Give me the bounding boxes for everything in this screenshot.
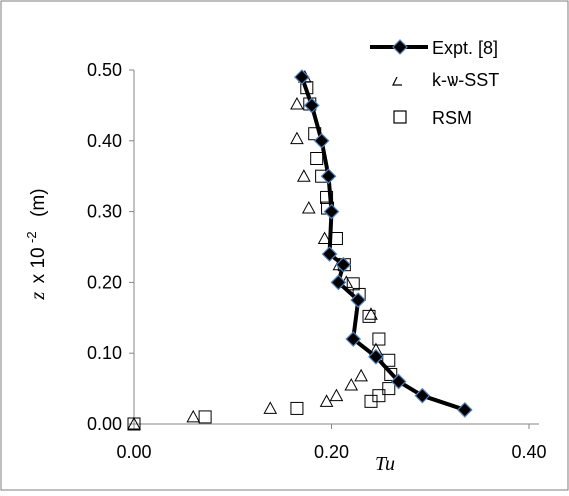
expt-point bbox=[321, 246, 338, 262]
y-tick-label: 0.30 bbox=[87, 202, 122, 222]
rsm-point bbox=[127, 417, 141, 431]
expt-point bbox=[320, 168, 337, 185]
expt-point bbox=[350, 292, 367, 308]
legend-label-rsm: RSM bbox=[432, 108, 472, 128]
k-omega-sst-point bbox=[354, 368, 368, 382]
y-axis-ticks: 0.00 0.10 0.20 0.30 0.40 0.50 bbox=[87, 60, 134, 434]
expt-point bbox=[294, 69, 310, 85]
k-omega-sst-point bbox=[301, 201, 316, 214]
axes: 0.00 0.20 0.40 0.00 0.10 0.20 0.30 0.40 0.50 bbox=[87, 60, 547, 462]
rsm-point bbox=[346, 277, 360, 291]
y-axis-title-multiplier: x 10 bbox=[28, 247, 49, 283]
svg-text:z x 10 -2: z x 10 -2 (m) bbox=[23, 188, 49, 300]
k-omega-sst-point bbox=[263, 401, 278, 414]
expt-point bbox=[456, 401, 473, 418]
y-tick-label: 0.00 bbox=[87, 414, 122, 434]
expt-point bbox=[345, 331, 362, 347]
rsm-point bbox=[310, 152, 324, 165]
rsm-point bbox=[290, 401, 304, 415]
legend: Expt. [8] k-ѡ-SST RSM bbox=[370, 38, 499, 128]
legend-item-k-omega-sst: k-ѡ-SST bbox=[392, 70, 499, 90]
legend-item-expt: Expt. [8] bbox=[370, 38, 498, 58]
x-tick-label: 0.20 bbox=[314, 442, 349, 462]
legend-item-rsm: RSM bbox=[393, 108, 472, 128]
k-omega-sst-point bbox=[329, 388, 344, 402]
k-omega-sst-point bbox=[290, 131, 304, 145]
legend-label-expt: Expt. [8] bbox=[432, 38, 498, 58]
x-axis-ticks: 0.00 0.20 0.40 bbox=[116, 424, 547, 462]
series-expt bbox=[294, 69, 473, 418]
expt-point bbox=[313, 132, 330, 149]
k-omega-sst-point bbox=[317, 231, 332, 245]
legend-label-k-omega-sst: k-ѡ-SST bbox=[432, 70, 499, 90]
x-tick-label: 0.40 bbox=[511, 442, 546, 462]
k-omega-sst-point bbox=[186, 409, 201, 423]
rsm-point bbox=[198, 410, 212, 424]
expt-point bbox=[330, 274, 347, 291]
y-tick-label: 0.40 bbox=[87, 131, 122, 151]
legend-marker-k-omega-sst bbox=[392, 76, 402, 86]
y-axis-title-variable: z bbox=[27, 292, 49, 301]
rsm-point bbox=[362, 309, 376, 323]
k-omega-sst-point bbox=[297, 169, 311, 182]
rsm-point bbox=[372, 389, 386, 403]
rsm-point bbox=[384, 367, 398, 381]
y-tick-label: 0.10 bbox=[87, 343, 122, 363]
expt-point bbox=[335, 256, 352, 273]
y-tick-label: 0.50 bbox=[87, 60, 122, 80]
y-axis-title-unit: (m) bbox=[28, 188, 49, 216]
k-omega-sst-point bbox=[127, 416, 141, 430]
legend-marker-expt bbox=[392, 39, 408, 55]
legend-marker-rsm bbox=[393, 110, 407, 124]
y-axis-title-exponent: -2 bbox=[24, 231, 39, 243]
expt-point bbox=[414, 387, 431, 404]
expt-point bbox=[368, 348, 384, 365]
rsm-point bbox=[382, 382, 396, 396]
k-omega-sst-point bbox=[290, 96, 304, 110]
y-tick-label: 0.20 bbox=[87, 272, 122, 292]
x-tick-label: 0.00 bbox=[116, 442, 151, 462]
k-omega-sst-point bbox=[364, 307, 378, 320]
expt-point bbox=[303, 97, 320, 114]
plot-area bbox=[127, 69, 473, 431]
y-axis-title: z x 10 -2 (m) bbox=[23, 188, 49, 300]
expt-point bbox=[390, 373, 407, 390]
k-omega-sst-point bbox=[319, 394, 334, 407]
x-axis-title: Tu bbox=[375, 453, 395, 475]
rsm-point bbox=[382, 353, 396, 367]
rsm-point bbox=[320, 190, 334, 204]
k-omega-sst-point bbox=[344, 378, 359, 391]
rsm-point bbox=[372, 332, 386, 346]
expt-point bbox=[323, 203, 340, 220]
